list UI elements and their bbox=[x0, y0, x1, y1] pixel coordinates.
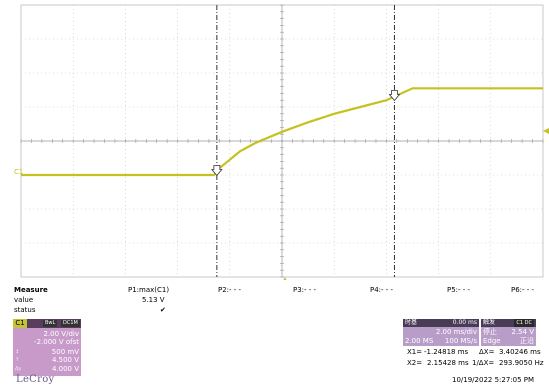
measure-title: Measure bbox=[14, 286, 48, 294]
cursor-arrows bbox=[210, 90, 401, 177]
row-key-icon: ↕ bbox=[15, 349, 20, 355]
measure-p1-status-icon: ✔ bbox=[160, 306, 166, 314]
time-per-div: 2.00 ms/div bbox=[435, 328, 477, 336]
trigger-mode: 停止 bbox=[483, 328, 497, 336]
measure-p6-name[interactable]: P6:- - - bbox=[511, 286, 535, 294]
sample-count: 2.00 MS bbox=[405, 337, 434, 345]
cursor-x2-label: X2= bbox=[407, 359, 423, 367]
lecroy-logo: LeCroy bbox=[16, 374, 55, 385]
cursor-arrow-icon bbox=[388, 90, 401, 102]
timebase-header: 时基 0.00 ms bbox=[403, 319, 479, 327]
timebase-descriptor[interactable]: 时基 0.00 ms 2.00 ms/div 2.00 MS 100 MS/s bbox=[403, 319, 479, 346]
measure-p3-name[interactable]: P3:- - - bbox=[293, 286, 317, 294]
trigger-header: 触发 C1 DC bbox=[481, 319, 536, 327]
row-key-icon: ↑ bbox=[15, 357, 20, 363]
trigger-source-badge: C1 DC bbox=[514, 319, 534, 327]
measure-p4-name[interactable]: P4:- - - bbox=[370, 286, 394, 294]
cursor-delta-y: 4.000 V bbox=[51, 365, 79, 373]
coupling-badge: DC1M bbox=[61, 320, 80, 327]
trigger-level: 2.54 V bbox=[511, 328, 534, 336]
timestamp: 10/19/2022 5:27:05 PM bbox=[452, 376, 535, 384]
measure-p5-name[interactable]: P5:- - - bbox=[447, 286, 471, 294]
measure-p1-value: 5.13 V bbox=[142, 296, 165, 304]
cursor-dx-label: ΔX= bbox=[479, 348, 495, 356]
timebase-delay: 0.00 ms bbox=[452, 319, 477, 326]
trigger-title: 触发 bbox=[483, 319, 496, 326]
graticule bbox=[20, 4, 544, 278]
channel-1-descriptor[interactable]: C1 BwL DC1M 2.00 V/div -2.000 V ofst ↕ 50… bbox=[13, 319, 81, 376]
sample-rate: 100 MS/s bbox=[444, 337, 477, 345]
cursor-x2-value: 2.15428 ms bbox=[427, 359, 469, 367]
timebase-title: 时基 bbox=[405, 319, 418, 326]
row-key-icon: Δy bbox=[15, 366, 22, 372]
trigger-slope: 正沿 bbox=[520, 337, 534, 345]
bandwidth-limit-badge: BwL bbox=[43, 320, 58, 327]
trigger-descriptor[interactable]: 触发 C1 DC 停止 2.54 V Edge 正沿 bbox=[481, 319, 536, 346]
cursor-inv-dx-label: 1/ΔX= bbox=[472, 359, 495, 367]
waveform-display[interactable]: C1 bbox=[0, 0, 549, 280]
trigger-level-marker-icon[interactable] bbox=[543, 128, 549, 134]
cursor-y-delta-small: 500 mV bbox=[51, 348, 79, 356]
cursor-inv-dx-value: 293.9050 Hz bbox=[499, 359, 544, 367]
channel-offset: -2.000 V ofst bbox=[34, 338, 79, 346]
cursor-y-level: 4.500 V bbox=[51, 356, 79, 364]
trigger-type: Edge bbox=[483, 337, 501, 345]
cursor-dx-value: 3.40246 ms bbox=[499, 348, 541, 356]
measure-p2-name[interactable]: P2:- - - bbox=[218, 286, 242, 294]
cursor-x1-value: -1.24818 ms bbox=[424, 348, 469, 356]
cursor-arrow-icon bbox=[210, 165, 223, 177]
trigger-time-marker-icon[interactable] bbox=[282, 277, 288, 280]
measure-status-label: status bbox=[14, 306, 36, 314]
measure-p1-name[interactable]: P1:max(C1) bbox=[128, 286, 170, 294]
channel-1-tag: C1 bbox=[13, 319, 27, 328]
channel-1-label: C1 bbox=[14, 168, 23, 176]
cursor-x1-label: X1= bbox=[407, 348, 423, 356]
channel-1-header: C1 BwL DC1M bbox=[13, 319, 81, 328]
volts-per-div: 2.00 V/div bbox=[43, 330, 80, 338]
measure-value-label: value bbox=[14, 296, 34, 304]
